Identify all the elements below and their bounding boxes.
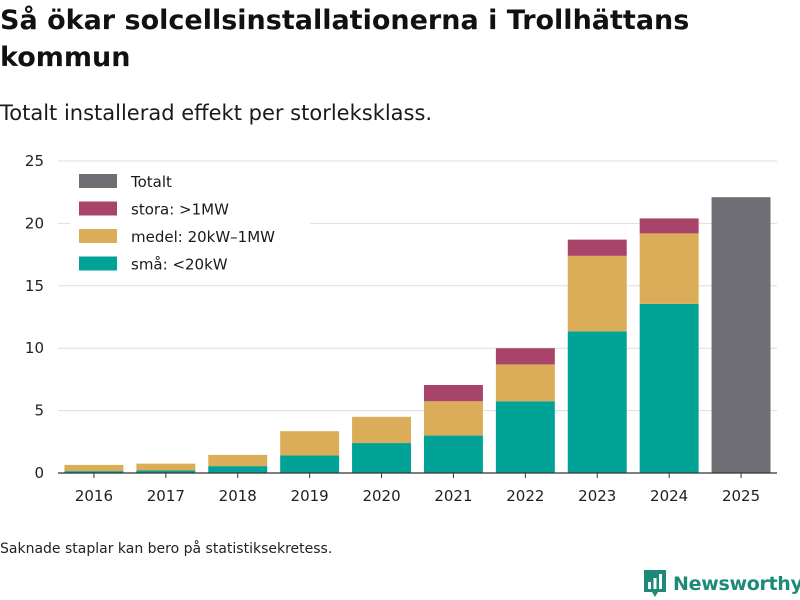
x-tick-label: 2019 <box>291 487 329 505</box>
bar-segment-sma <box>352 443 412 473</box>
brand-name: Newsworthy <box>673 573 800 595</box>
bar-segment-medel <box>495 364 555 402</box>
legend: Totalt stora: >1MW medel: 20kW–1MW små: <20… <box>70 168 310 280</box>
x-tick-label: 2023 <box>578 487 616 505</box>
y-axis: 0 5 10 15 20 25 <box>25 152 44 482</box>
x-tick-label: 2021 <box>434 487 472 505</box>
legend-label-sma: små: <20kW <box>131 256 228 274</box>
bar-segment-sma <box>639 303 699 473</box>
bar-segment-sma <box>280 455 340 473</box>
bar-segment-medel <box>208 454 268 467</box>
legend-label-totalt: Totalt <box>130 173 172 191</box>
legend-swatch-medel <box>79 229 117 243</box>
chart-subtitle: Totalt installerad effekt per storlekskl… <box>0 101 433 125</box>
legend-swatch-totalt <box>79 174 117 188</box>
bar-segment-medel <box>136 463 196 471</box>
newsworthy-logo: Newsworthy <box>643 568 800 600</box>
bar-segment-stora <box>423 385 483 402</box>
x-tick-label: 2017 <box>147 487 185 505</box>
bar-segment-stora <box>567 239 627 256</box>
x-tick-label: 2024 <box>650 487 688 505</box>
bar-segment-sma <box>208 466 268 473</box>
legend-swatch-sma <box>79 256 117 271</box>
bar-segment-stora <box>639 218 699 234</box>
x-axis: 2016 2017 2018 2019 2020 2021 2022 2023 2024 2025 <box>58 472 777 505</box>
bar-segment-sma <box>495 401 555 473</box>
bar-segment-sma <box>567 331 627 473</box>
bar-segment-medel <box>567 255 627 332</box>
bar-segment-stora <box>495 348 555 365</box>
y-tick-label: 25 <box>25 152 44 170</box>
bar-segment-totalt <box>711 197 771 473</box>
bar-segment-medel <box>280 431 340 456</box>
x-tick-label: 2018 <box>219 487 257 505</box>
bar-segment-medel <box>639 233 699 304</box>
bar-segment-medel <box>64 464 124 472</box>
y-tick-label: 15 <box>25 277 44 295</box>
bar-segment-sma <box>64 471 124 473</box>
x-tick-label: 2022 <box>506 487 544 505</box>
x-tick-label: 2020 <box>362 487 400 505</box>
newsworthy-icon <box>644 570 666 597</box>
x-tick-label: 2025 <box>722 487 760 505</box>
legend-label-stora: stora: >1MW <box>131 201 229 219</box>
bar-segment-sma <box>423 435 483 473</box>
legend-swatch-stora <box>79 201 117 216</box>
y-tick-label: 10 <box>25 339 44 357</box>
x-tick-label: 2016 <box>75 487 113 505</box>
y-tick-label: 0 <box>34 464 44 482</box>
bar-segment-medel <box>423 401 483 436</box>
legend-label-medel: medel: 20kW–1MW <box>131 228 275 246</box>
y-tick-label: 5 <box>34 402 44 420</box>
bar-segment-sma <box>136 470 196 473</box>
bar-segment-medel <box>352 416 412 444</box>
y-tick-label: 20 <box>25 214 44 232</box>
bars <box>64 197 771 473</box>
footnote: Saknade staplar kan bero på statistiksek… <box>0 541 333 557</box>
chart-title: Så ökar solcellsinstallationerna i Troll… <box>0 5 690 73</box>
